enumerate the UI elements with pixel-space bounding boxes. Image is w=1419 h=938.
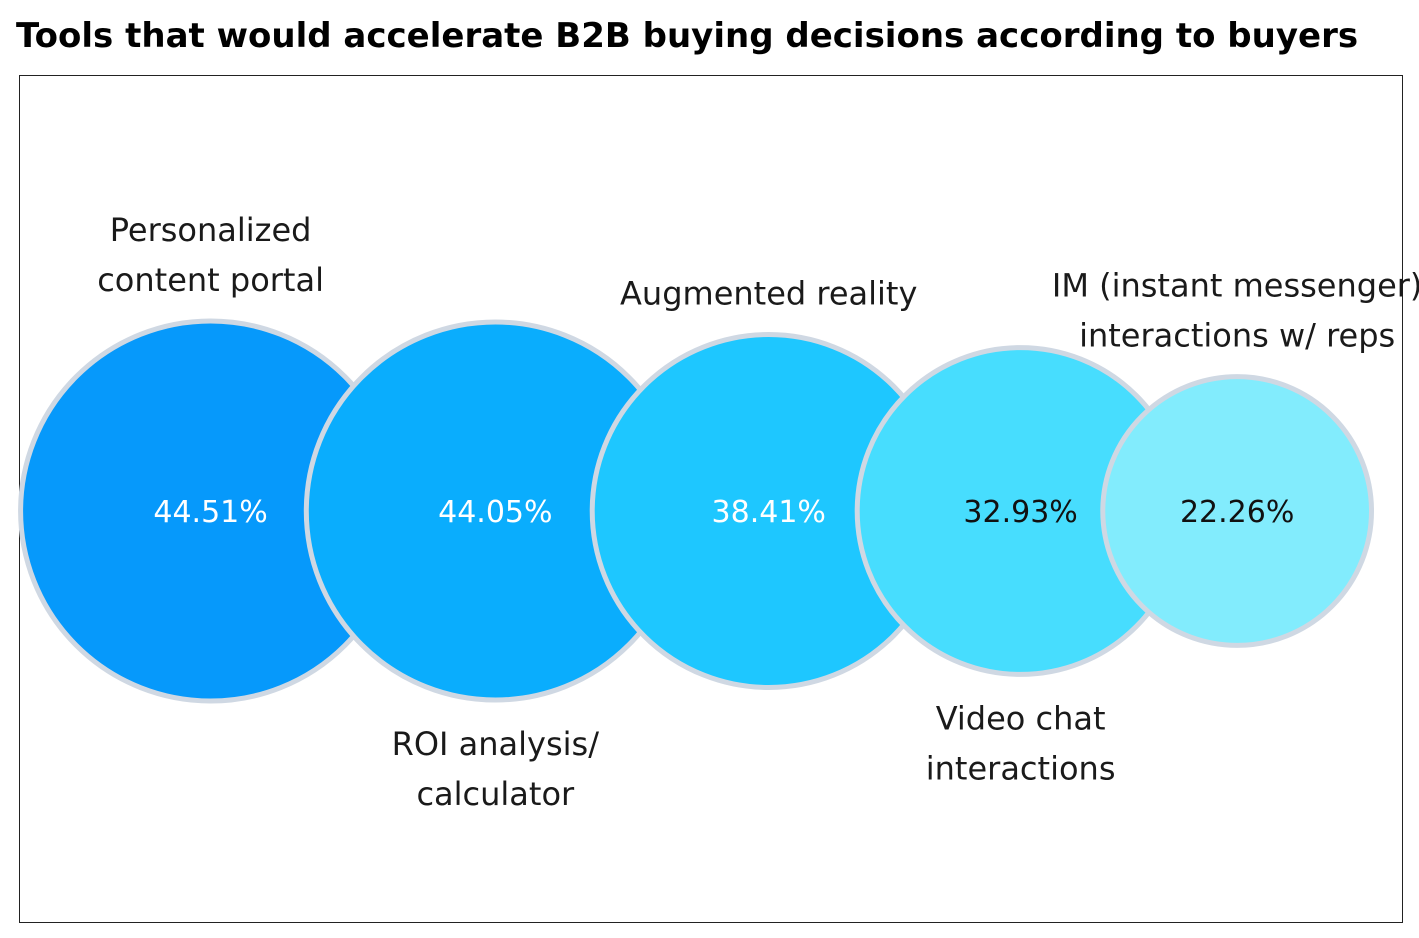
bubble-value-5: 22.26% <box>1180 495 1294 530</box>
bubble-value-1: 44.51% <box>153 495 267 530</box>
label-layer: Personalized content portal ROI analysis/c… <box>97 211 1419 813</box>
bubble-label-line: content portal <box>97 261 324 299</box>
bubble-5 <box>1100 374 1375 648</box>
bubble-label-line: Augmented reality <box>620 274 917 312</box>
bubble-label-1: Personalized content portal <box>97 211 324 299</box>
bubble-label-line: IM (instant messenger) <box>1052 267 1419 305</box>
bubble-label-4: Video chat interactions <box>926 699 1116 787</box>
bubble-value-2: 44.05% <box>438 495 552 530</box>
bubble-label-line: ROI analysis/ <box>392 725 600 763</box>
bubble-value-4: 32.93% <box>963 495 1077 530</box>
bubble-label-2: ROI analysis/calculator <box>392 725 600 813</box>
bubble-label-line: interactions w/ reps <box>1079 317 1395 355</box>
bubble-label-line: calculator <box>416 775 575 813</box>
bubble-label-line: interactions <box>926 749 1116 787</box>
bubble-layer: 44.51% 44.05% 38.41% 32.93% 22.26% <box>18 318 1375 704</box>
bubble-label-5: IM (instant messenger) interactions w/ re… <box>1052 267 1419 355</box>
bubble-value-3: 38.41% <box>712 495 826 530</box>
chart-title: Tools that would accelerate B2B buying d… <box>16 16 1359 56</box>
bubble-label-line: Video chat <box>936 699 1106 737</box>
bubble-label-line: Personalized <box>110 211 312 249</box>
bubble-label-3: Augmented reality <box>620 274 917 312</box>
